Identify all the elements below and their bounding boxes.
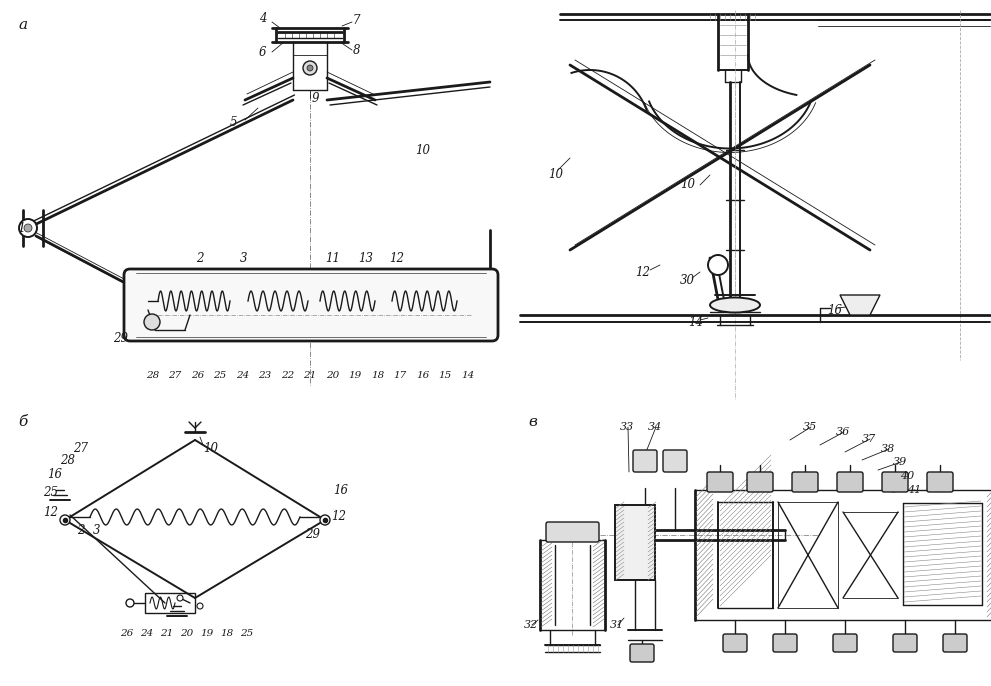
FancyBboxPatch shape xyxy=(546,522,599,542)
Circle shape xyxy=(144,314,160,330)
Text: 12: 12 xyxy=(389,252,404,265)
Text: 5: 5 xyxy=(230,115,238,128)
FancyBboxPatch shape xyxy=(943,634,967,652)
Circle shape xyxy=(126,599,134,607)
FancyBboxPatch shape xyxy=(773,634,797,652)
FancyBboxPatch shape xyxy=(837,472,863,492)
FancyBboxPatch shape xyxy=(882,472,908,492)
Ellipse shape xyxy=(710,298,760,313)
Text: 11: 11 xyxy=(325,252,340,265)
Text: 21: 21 xyxy=(303,372,317,381)
Text: 29: 29 xyxy=(113,331,128,344)
Circle shape xyxy=(24,224,32,232)
Circle shape xyxy=(60,515,70,525)
Text: 2: 2 xyxy=(77,523,84,536)
FancyBboxPatch shape xyxy=(707,472,733,492)
FancyBboxPatch shape xyxy=(927,472,953,492)
Text: 38: 38 xyxy=(881,444,895,454)
Text: 32: 32 xyxy=(524,620,538,630)
Text: 15: 15 xyxy=(438,372,452,381)
Text: 14: 14 xyxy=(688,316,703,329)
FancyBboxPatch shape xyxy=(723,634,747,652)
Text: 25: 25 xyxy=(43,486,58,499)
Text: 23: 23 xyxy=(259,372,272,381)
Text: 33: 33 xyxy=(620,422,634,432)
Text: 20: 20 xyxy=(180,628,193,637)
Text: 26: 26 xyxy=(191,372,204,381)
Text: 39: 39 xyxy=(893,457,907,467)
Circle shape xyxy=(307,65,313,71)
Circle shape xyxy=(177,595,183,601)
Text: 16: 16 xyxy=(47,469,62,482)
Text: 28: 28 xyxy=(146,372,160,381)
FancyBboxPatch shape xyxy=(633,450,657,472)
Text: 6: 6 xyxy=(259,47,267,60)
Text: 10: 10 xyxy=(203,442,218,455)
Text: 12: 12 xyxy=(635,265,650,279)
Text: 27: 27 xyxy=(168,372,181,381)
FancyBboxPatch shape xyxy=(747,472,773,492)
Text: 24: 24 xyxy=(236,372,250,381)
Text: 1: 1 xyxy=(17,222,25,235)
FancyBboxPatch shape xyxy=(615,505,655,580)
Text: 3: 3 xyxy=(240,252,248,265)
Text: 12: 12 xyxy=(331,510,346,523)
Text: 40: 40 xyxy=(900,471,915,481)
Text: 8: 8 xyxy=(353,45,361,58)
Text: б: б xyxy=(18,415,27,429)
Text: 10: 10 xyxy=(548,169,563,182)
Text: 19: 19 xyxy=(349,372,362,381)
Text: 20: 20 xyxy=(326,372,339,381)
Text: 13: 13 xyxy=(358,252,373,265)
Text: 41: 41 xyxy=(907,485,922,495)
Text: в: в xyxy=(528,415,537,429)
Text: 25: 25 xyxy=(240,628,254,637)
Text: 16: 16 xyxy=(827,303,842,316)
Text: 18: 18 xyxy=(220,628,233,637)
Text: 31: 31 xyxy=(610,620,624,630)
Text: 26: 26 xyxy=(120,628,133,637)
Polygon shape xyxy=(840,295,880,315)
Text: а: а xyxy=(18,18,27,32)
Text: 9: 9 xyxy=(312,91,319,104)
Text: 7: 7 xyxy=(353,14,361,27)
Text: 21: 21 xyxy=(160,628,173,637)
Text: 16: 16 xyxy=(333,484,348,497)
Circle shape xyxy=(197,603,203,609)
Text: 28: 28 xyxy=(60,453,75,466)
Text: 35: 35 xyxy=(803,422,818,432)
Text: 25: 25 xyxy=(213,372,227,381)
Text: 18: 18 xyxy=(371,372,385,381)
Text: 16: 16 xyxy=(416,372,429,381)
FancyBboxPatch shape xyxy=(630,644,654,662)
Text: 10: 10 xyxy=(680,178,695,191)
Text: 37: 37 xyxy=(862,434,876,444)
Text: 29: 29 xyxy=(305,528,320,541)
FancyBboxPatch shape xyxy=(833,634,857,652)
Text: 14: 14 xyxy=(461,372,475,381)
Text: 17: 17 xyxy=(393,372,406,381)
Circle shape xyxy=(708,255,728,275)
Circle shape xyxy=(320,515,330,525)
Text: 10: 10 xyxy=(415,143,430,156)
FancyBboxPatch shape xyxy=(792,472,818,492)
FancyBboxPatch shape xyxy=(893,634,917,652)
Text: 34: 34 xyxy=(648,422,662,432)
Circle shape xyxy=(303,61,317,75)
FancyBboxPatch shape xyxy=(663,450,687,472)
Text: 4: 4 xyxy=(259,12,267,25)
Text: 22: 22 xyxy=(281,372,294,381)
Text: 2: 2 xyxy=(196,252,203,265)
Text: 3: 3 xyxy=(93,523,100,536)
Text: 30: 30 xyxy=(680,274,695,287)
Text: 27: 27 xyxy=(73,442,88,455)
Text: 24: 24 xyxy=(140,628,154,637)
Text: 36: 36 xyxy=(836,427,850,437)
Text: 19: 19 xyxy=(200,628,213,637)
Circle shape xyxy=(19,219,37,237)
Text: 12: 12 xyxy=(43,506,58,519)
FancyBboxPatch shape xyxy=(124,269,498,341)
